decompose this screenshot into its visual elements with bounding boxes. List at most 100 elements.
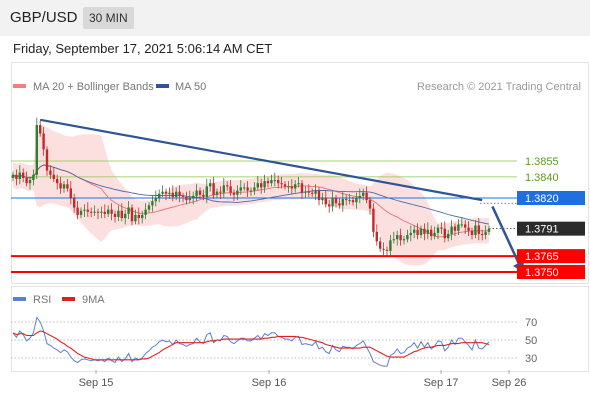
candle-body [127, 207, 130, 214]
candle-body [321, 198, 324, 201]
candle-body [246, 187, 249, 191]
candle [297, 176, 300, 188]
candle-body [362, 192, 365, 196]
candle-body [62, 184, 66, 189]
candle [348, 193, 351, 205]
candle [198, 187, 202, 200]
candle [141, 210, 144, 224]
candle-body [96, 211, 100, 213]
candle-body [158, 193, 161, 198]
legend-swatch-rsi-ma [62, 297, 75, 301]
candle-body [198, 190, 202, 195]
candle [144, 203, 147, 220]
candle-body [181, 195, 185, 197]
timeframe-button[interactable]: 30 MIN [83, 7, 134, 29]
candle-body [134, 214, 137, 222]
legend-label-ma50: MA 50 [175, 81, 206, 93]
candle-body [450, 226, 453, 234]
candle-body [474, 225, 477, 235]
candle-body [90, 211, 93, 213]
candle [86, 202, 89, 218]
candle-body [232, 192, 236, 195]
candle [290, 178, 293, 194]
candle [399, 228, 402, 246]
candle-body [355, 198, 358, 203]
candle [453, 223, 457, 237]
candle-body [120, 210, 123, 219]
candle [154, 190, 157, 207]
candle-body [379, 241, 382, 249]
candle [273, 172, 276, 187]
x-tick-label: Sep 15 [79, 377, 114, 389]
candle [25, 171, 28, 187]
candle [416, 223, 419, 240]
candle [42, 127, 45, 156]
candle-body [147, 205, 151, 210]
candle-body [487, 228, 491, 232]
candle [450, 220, 453, 241]
chart-datetime: Friday, September 17, 2021 5:06:14 AM CE… [13, 41, 273, 56]
price-panel-frame [11, 62, 589, 284]
candle-body [443, 228, 446, 239]
candle [447, 229, 450, 242]
candle-body [236, 190, 239, 195]
candle [62, 181, 66, 193]
candle [396, 230, 399, 246]
candle [212, 176, 215, 200]
candle-body [137, 214, 140, 219]
candle [413, 225, 416, 239]
candle [52, 167, 55, 183]
candle-body [66, 184, 69, 189]
candle [460, 217, 463, 228]
legend-swatch-ma20 [13, 84, 26, 88]
x-tick-label: Sep 17 [424, 377, 459, 389]
candle-body [382, 248, 385, 250]
candle [389, 235, 392, 256]
candle-body [229, 186, 232, 193]
candle-body [45, 149, 49, 171]
legend-label-ma20: MA 20 + Bollinger Bands [33, 81, 154, 93]
candle [467, 221, 470, 237]
chart-legend: MA 20 + Bollinger Bands MA 50 Research © 2… [13, 81, 581, 306]
candle [130, 204, 134, 226]
candle [39, 120, 42, 137]
candle-body [113, 213, 117, 218]
candle-body [103, 211, 106, 214]
candle-body [426, 229, 429, 234]
candle [321, 192, 324, 205]
candle [477, 218, 480, 241]
candle-body [256, 183, 259, 188]
candle [96, 208, 100, 220]
candle-body [25, 177, 28, 184]
candle [358, 188, 361, 204]
candle-body [453, 226, 457, 231]
last-price-tag [517, 221, 585, 236]
candle-body [277, 180, 280, 184]
candle [45, 146, 49, 176]
pivot-level-label: 1.3820 [525, 193, 559, 205]
candle-body [433, 232, 436, 237]
candle-body [409, 232, 412, 235]
candle [103, 204, 106, 219]
candle-body [328, 204, 331, 207]
candle-body [239, 187, 242, 191]
candle [365, 186, 368, 204]
ma50-line [12, 164, 490, 225]
candle-body [124, 213, 127, 219]
candle [334, 194, 338, 208]
candle-body [69, 188, 72, 198]
candle [487, 225, 491, 235]
candle [11, 171, 15, 182]
candle [202, 189, 205, 201]
candle [120, 203, 123, 222]
candle-body [79, 210, 83, 215]
candle-body [52, 174, 55, 179]
candle [368, 196, 372, 215]
candle-body [164, 191, 168, 194]
candle [93, 205, 96, 216]
candle [426, 222, 429, 240]
candle-body [39, 125, 42, 134]
candle [307, 184, 310, 197]
candle-body [93, 211, 96, 213]
candle-body [151, 201, 154, 206]
